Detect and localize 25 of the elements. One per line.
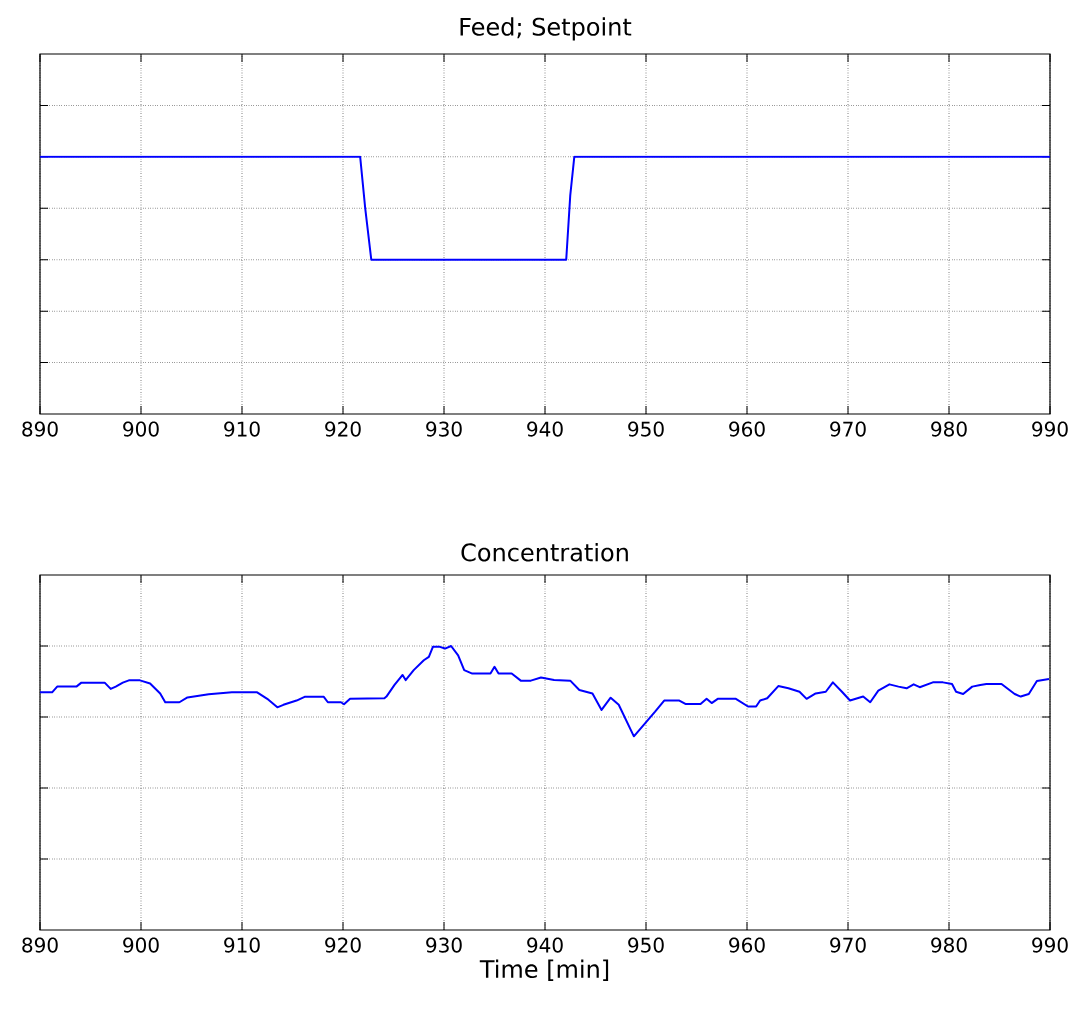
x-tick-label: 950 (628, 421, 664, 437)
x-tick-label: 920 (325, 421, 361, 437)
x-tick-label: 910 (224, 937, 260, 953)
x-axis-title: Time [min] (479, 959, 609, 981)
x-tick-label: 900 (123, 937, 159, 953)
x-tick-label: 940 (527, 937, 563, 953)
x-tick-label: 900 (123, 421, 159, 437)
x-tick-label: 980 (931, 937, 967, 953)
x-tick-label: 910 (224, 421, 260, 437)
x-tick-label: 960 (729, 937, 765, 953)
x-tick-label: 890 (22, 937, 58, 953)
x-tick-label: 990 (1032, 421, 1068, 437)
x-tick-label: 970 (830, 421, 866, 437)
chart-title: Feed; Setpoint (460, 17, 632, 41)
x-tick-label: 930 (426, 421, 462, 437)
x-tick-label: 960 (729, 421, 765, 437)
x-tick-label: 890 (22, 421, 58, 437)
x-tick-label: 990 (1032, 937, 1068, 953)
x-tick-label: 930 (426, 937, 462, 953)
x-tick-label: 940 (527, 421, 563, 437)
x-tick-label: 980 (931, 421, 967, 437)
chart-title: Concentration (461, 542, 628, 562)
x-tick-label: 950 (628, 937, 664, 953)
x-tick-label: 970 (830, 937, 866, 953)
x-tick-label: 920 (325, 937, 361, 953)
